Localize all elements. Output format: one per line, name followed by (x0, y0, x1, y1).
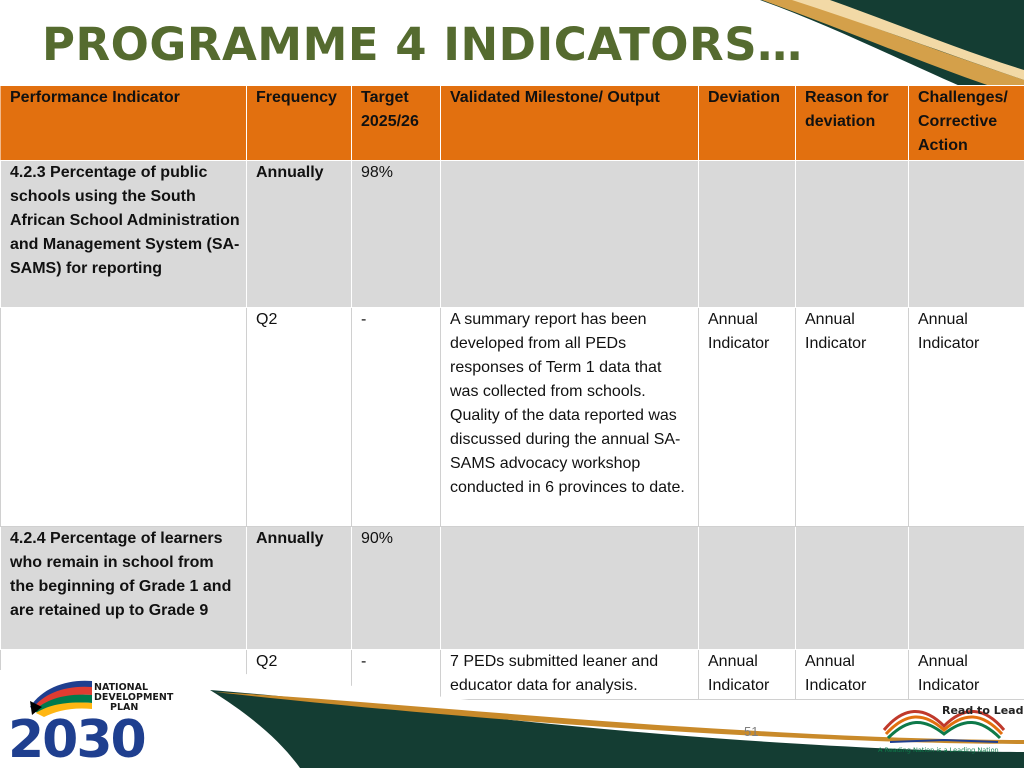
read-to-lead-tagline: A Reading Nation is a Leading Nation (878, 746, 999, 754)
empty-cell (796, 161, 909, 308)
milestone-output: A summary report has been developed from… (441, 308, 699, 527)
indicator-frequency: Annually (247, 161, 352, 308)
header-frequency: Frequency (247, 86, 352, 161)
header-target: Target 2025/26 (352, 86, 441, 161)
indicator-name: 4.2.3 Percentage of public schools using… (1, 161, 247, 308)
page-title: PROGRAMME 4 INDICATORS… (42, 14, 803, 76)
table-header-row: Performance Indicator Frequency Target 2… (1, 86, 1024, 161)
header-challenges: Challenges/ Corrective Action (909, 86, 1024, 161)
quarter-row-4-2-3: Q2 - A summary report has been developed… (1, 308, 1024, 527)
indicator-row-4-2-4: 4.2.4 Percentage of learners who remain … (1, 527, 1024, 650)
page-number: 51 (744, 724, 758, 739)
empty-cell (1, 308, 247, 527)
header-reason: Reason for deviation (796, 86, 909, 161)
empty-cell (441, 527, 699, 650)
indicator-frequency: Annually (247, 527, 352, 650)
empty-cell (909, 161, 1024, 308)
indicator-row-4-2-3: 4.2.3 Percentage of public schools using… (1, 161, 1024, 308)
ndp-label: NATIONAL DEVELOPMENT PLAN (94, 683, 173, 713)
deviation-value: Annual Indicator (699, 308, 796, 527)
empty-cell (441, 161, 699, 308)
indicator-target: 98% (352, 161, 441, 308)
quarter-label: Q2 (247, 308, 352, 527)
empty-cell (796, 527, 909, 650)
header-milestone: Validated Milestone/ Output (441, 86, 699, 161)
empty-cell (699, 527, 796, 650)
ndp-2030-logo: NATIONAL DEVELOPMENT PLAN 2030 (8, 675, 208, 767)
header-deviation: Deviation (699, 86, 796, 161)
indicator-target: 90% (352, 527, 441, 650)
challenges-value: Annual Indicator (909, 308, 1024, 527)
header-performance-indicator: Performance Indicator (1, 86, 247, 161)
indicators-table: Performance Indicator Frequency Target 2… (0, 85, 1024, 700)
read-to-lead-logo: Read to Lead A Reading Nation is a Leadi… (874, 700, 1024, 768)
reason-value: Annual Indicator (796, 308, 909, 527)
empty-cell (699, 161, 796, 308)
ndp-year: 2030 (8, 713, 145, 767)
read-to-lead-name: Read to Lead (942, 704, 1023, 717)
indicator-name: 4.2.4 Percentage of learners who remain … (1, 527, 247, 650)
quarter-target: - (352, 308, 441, 527)
empty-cell (909, 527, 1024, 650)
